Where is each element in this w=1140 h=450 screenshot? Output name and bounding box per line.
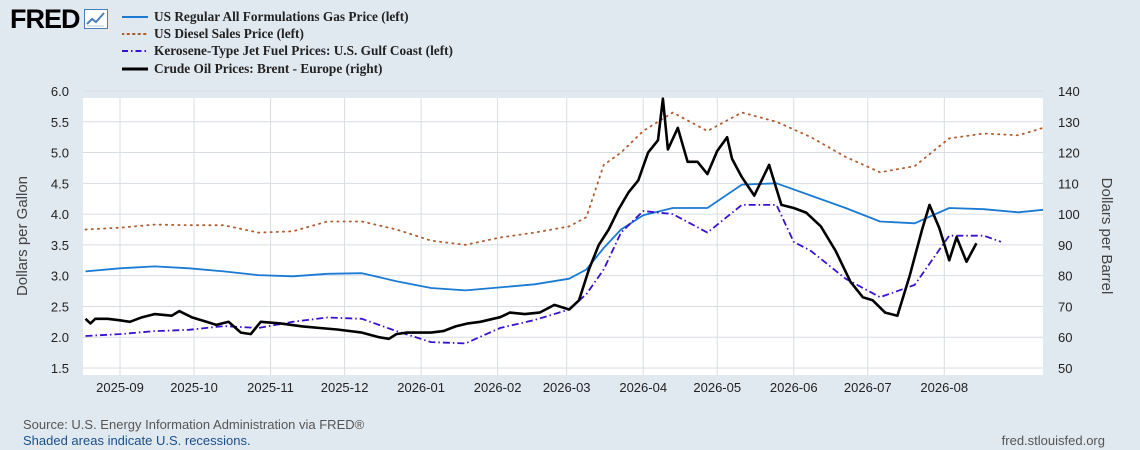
legend-item-diesel[interactable]: US Diesel Sales Price (left): [122, 25, 453, 42]
legend-swatch-dashdot: [122, 50, 148, 53]
x-tick-label: 2025-12: [321, 380, 369, 395]
y-right-tick-label: 70: [1058, 299, 1072, 314]
x-tick-label: 2026-06: [770, 380, 818, 395]
y-left-tick-label: 6.0: [51, 84, 69, 99]
x-tick-label: 2026-03: [543, 380, 591, 395]
y-right-tick-label: 100: [1058, 207, 1080, 222]
series-line-2[interactable]: [85, 204, 1002, 345]
x-tick-label: 2026-08: [920, 380, 968, 395]
y-left-tick-label: 4.5: [51, 176, 69, 191]
x-tick-label: 2026-07: [844, 380, 892, 395]
y-right-tick-label: 120: [1058, 146, 1080, 161]
y-left-tick-label: 2.0: [51, 330, 69, 345]
source-note: Source: U.S. Energy Information Administ…: [23, 417, 365, 432]
y-left-tick-label: 5.0: [51, 146, 69, 161]
line-chart-icon: [83, 9, 108, 29]
x-tick-label: 2025-10: [170, 380, 218, 395]
y-right-tick-label: 80: [1058, 269, 1072, 284]
y-left-tick-label: 3.5: [51, 238, 69, 253]
y-axis-left-title: Dollars per Gallon: [14, 176, 31, 296]
gridlines: [83, 90, 1043, 375]
fred-logo-text: FRED: [10, 4, 80, 34]
legend-item-gas[interactable]: US Regular All Formulations Gas Price (l…: [122, 8, 453, 25]
y-left-tick-label: 1.5: [51, 361, 69, 376]
x-tick-label: 2026-01: [397, 380, 445, 395]
legend-swatch-dotted: [122, 32, 148, 35]
x-tick-label: 2025-09: [96, 380, 144, 395]
x-tick-label: 2026-04: [619, 380, 667, 395]
y-right-tick-label: 110: [1058, 176, 1079, 191]
legend-swatch-solid: [122, 15, 148, 18]
site-link[interactable]: fred.stlouisfed.org: [1001, 433, 1105, 448]
x-tick-label: 2026-05: [693, 380, 741, 395]
plot-area: [83, 98, 1043, 375]
tick-labels: 1.5 2.0 2.5 3.0 3.5 4.0 4.5 5.0 5.5 6.0 50 60 70 80 90…: [51, 84, 1080, 395]
y-right-tick-label: 50: [1058, 361, 1072, 376]
y-right-tick-label: 130: [1058, 115, 1080, 130]
footer-notes: Source: U.S. Energy Information Administ…: [23, 417, 364, 449]
legend-label: Crude Oil Prices: Brent - Europe (right): [154, 60, 383, 76]
series-line-1[interactable]: [84, 111, 1044, 246]
series-lines: [84, 97, 1044, 345]
y-left-tick-label: 3.0: [51, 269, 69, 284]
y-left-tick-label: 5.5: [51, 115, 69, 130]
y-right-tick-label: 90: [1058, 238, 1072, 253]
y-right-tick-label: 60: [1058, 330, 1072, 345]
recession-note: Shaded areas indicate U.S. recessions.: [23, 433, 251, 448]
y-left-tick-label: 4.0: [51, 207, 69, 222]
legend-label: US Diesel Sales Price (left): [154, 25, 304, 41]
series-line-0[interactable]: [85, 182, 1044, 292]
x-tick-label: 2025-11: [247, 380, 294, 395]
y-left-tick-label: 2.5: [51, 299, 69, 314]
y-right-tick-label: 140: [1058, 84, 1080, 99]
series-line-3[interactable]: [84, 97, 978, 341]
legend-item-brent[interactable]: Crude Oil Prices: Brent - Europe (right): [122, 60, 453, 77]
legend-label: US Regular All Formulations Gas Price (l…: [154, 8, 409, 24]
chart-legend: US Regular All Formulations Gas Price (l…: [122, 8, 453, 77]
y-axis-right-title: Dollars per Barrel: [1098, 178, 1115, 295]
legend-item-jet[interactable]: Kerosene-Type Jet Fuel Prices: U.S. Gulf…: [122, 43, 453, 60]
x-tick-label: 2026-02: [474, 380, 522, 395]
fred-logo[interactable]: FRED: [10, 4, 108, 34]
legend-label: Kerosene-Type Jet Fuel Prices: U.S. Gulf…: [154, 43, 453, 59]
legend-swatch-thick: [122, 67, 148, 71]
